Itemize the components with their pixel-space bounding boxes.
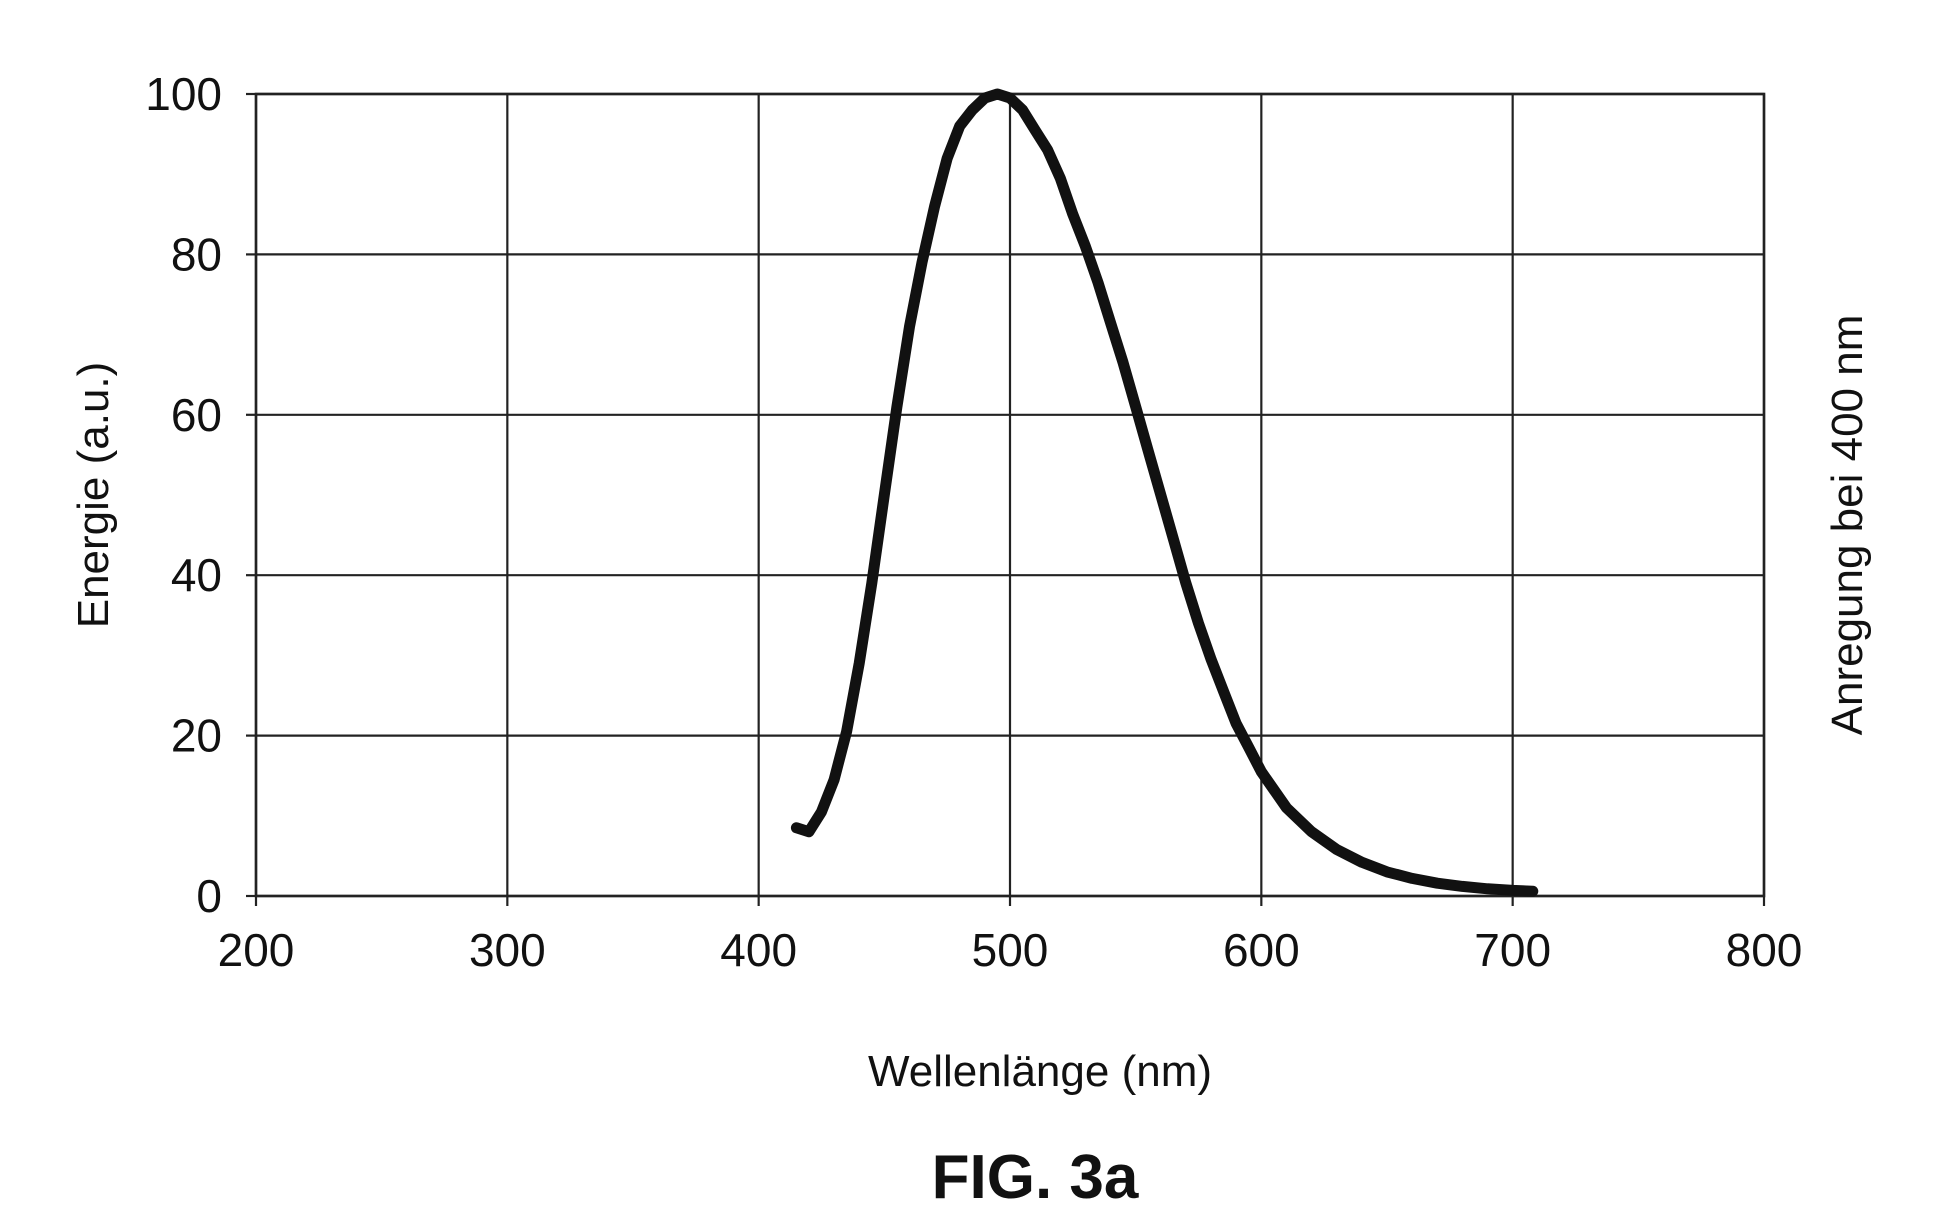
y-tick-labels: 0 20 40 60 80 100 [145, 68, 222, 922]
x-tick-label: 700 [1474, 924, 1551, 976]
y-tick-label: 60 [171, 389, 222, 441]
y-tick-label: 40 [171, 549, 222, 601]
x-tick-label: 200 [218, 924, 295, 976]
x-axis-label: Wellenlänge (nm) [868, 1047, 1212, 1096]
x-tick-label: 500 [972, 924, 1049, 976]
x-tick-label: 400 [720, 924, 797, 976]
series-line [796, 94, 1532, 891]
y-tick-label: 20 [171, 710, 222, 762]
grid [246, 94, 1764, 906]
excitation-annotation: Anregung bei 400 nm [1823, 315, 1872, 736]
x-tick-label: 800 [1726, 924, 1803, 976]
x-tick-labels: 200 300 400 500 600 700 800 [218, 924, 1803, 976]
y-tick-label: 0 [196, 870, 222, 922]
y-tick-label: 80 [171, 228, 222, 280]
y-axis-label: Energie (a.u.) [69, 362, 118, 629]
y-tick-label: 100 [145, 68, 222, 120]
figure-label: FIG. 3a [932, 1143, 1139, 1212]
x-tick-label: 600 [1223, 924, 1300, 976]
x-tick-label: 300 [469, 924, 546, 976]
